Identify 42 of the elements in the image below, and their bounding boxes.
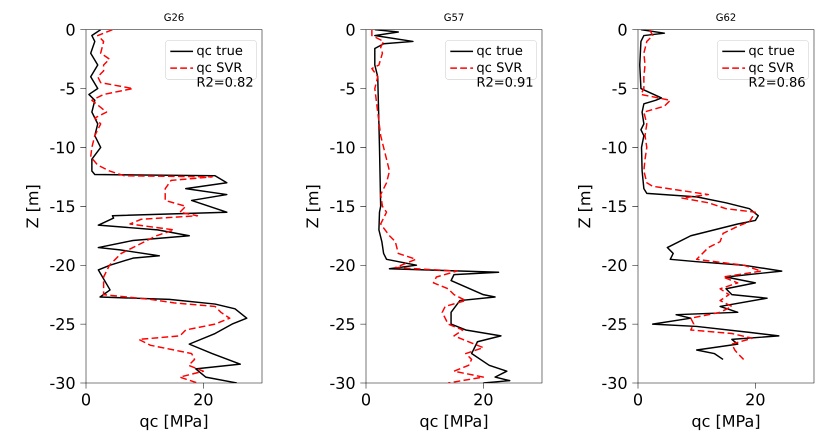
y-tick-label: -5 (60, 82, 74, 94)
x-tick-label: 0 (634, 393, 642, 406)
y-tick-label: -15 (330, 200, 354, 212)
y-tick-label: -25 (602, 318, 626, 330)
y-tick-label: 0 (346, 24, 355, 36)
y-axis-title: Z [m] (306, 186, 320, 228)
y-tick-label: 0 (66, 24, 75, 36)
y-tick-label: -30 (602, 376, 627, 390)
chart-title: G57 (444, 13, 464, 21)
y-tick-label: -10 (330, 141, 355, 154)
y-tick-label: -10 (50, 141, 75, 154)
legend-label: qc SVR R2=0.86 (749, 62, 805, 87)
legend-label: qc true (197, 46, 242, 58)
legend-label: qc true (477, 46, 522, 58)
x-tick-label: 20 (746, 393, 764, 406)
y-tick-label: -25 (50, 318, 74, 330)
legend-label: qc true (749, 46, 794, 58)
y-tick-label: -10 (602, 141, 627, 154)
x-axis-title: qc [MPa] (420, 414, 488, 430)
legend-label: qc SVR R2=0.91 (477, 62, 532, 87)
y-axis-title: Z [m] (578, 186, 592, 228)
y-tick-label: -5 (340, 82, 354, 94)
x-tick-label: 0 (82, 393, 90, 406)
y-tick-label: -30 (330, 376, 355, 390)
y-tick-label: -5 (612, 82, 626, 94)
y-tick-label: -15 (50, 200, 74, 212)
chart-title: G62 (716, 13, 736, 21)
x-tick-label: 0 (362, 393, 370, 406)
x-tick-label: 20 (194, 393, 212, 406)
x-axis-title: qc [MPa] (140, 414, 208, 430)
x-tick-label: 20 (474, 393, 492, 406)
y-tick-label: -20 (50, 259, 75, 272)
y-tick-label: 0 (618, 24, 627, 36)
legend-label: qc SVR R2=0.82 (197, 62, 252, 87)
x-axis-title: qc [MPa] (692, 414, 760, 430)
y-tick-label: -15 (602, 200, 626, 212)
chart-title: G26 (164, 13, 184, 21)
y-tick-label: -20 (330, 259, 355, 272)
y-axis-title: Z [m] (26, 186, 40, 228)
y-tick-label: -30 (50, 376, 75, 390)
y-tick-label: -25 (330, 318, 354, 330)
y-tick-label: -20 (602, 259, 627, 272)
